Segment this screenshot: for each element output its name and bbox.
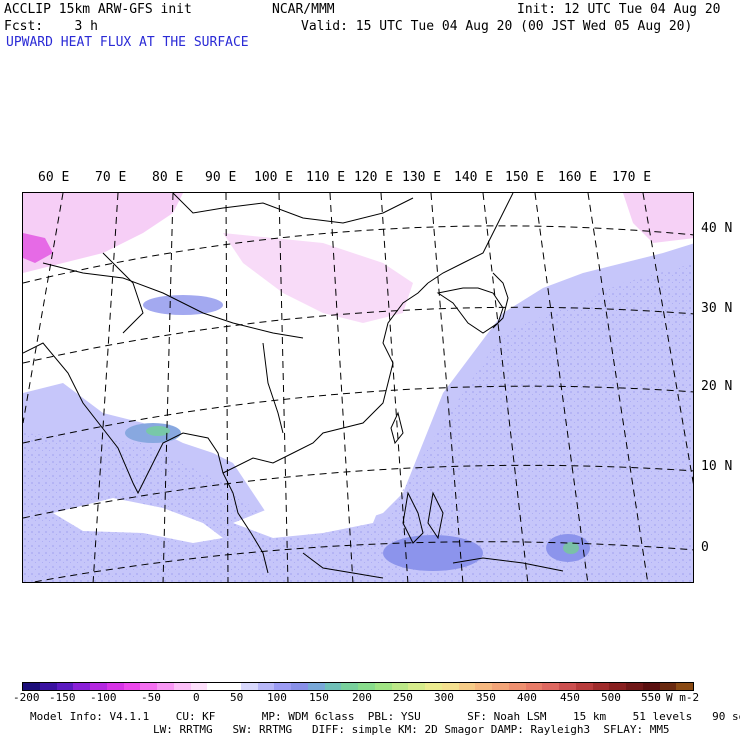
colorbar-swatch <box>391 683 409 690</box>
colorbar-swatch <box>123 683 141 690</box>
colorbar-tick: 500 <box>601 691 621 704</box>
colorbar-swatch <box>626 683 643 690</box>
lon-label: 160 E <box>558 170 598 185</box>
coastlines <box>23 193 564 579</box>
colorbar-swatch <box>508 683 526 690</box>
land-negative-flux-region <box>223 233 413 323</box>
colorbar-unit: W m-2 <box>666 691 700 704</box>
colorbar-tick: 400 <box>517 691 537 704</box>
colorbar-swatch <box>542 683 559 690</box>
colorbar-tick: 300 <box>434 691 454 704</box>
header-forecast-hour: Fcst: 3 h <box>4 19 98 34</box>
colorbar-swatch <box>374 683 392 690</box>
colorbar-swatch <box>425 683 442 690</box>
colorbar <box>22 682 694 691</box>
colorbar-swatch <box>224 683 241 690</box>
lon-label: 150 E <box>505 170 545 185</box>
colorbar-swatch <box>575 683 593 690</box>
colorbar-swatch <box>207 683 224 690</box>
colorbar-swatch <box>458 683 476 690</box>
colorbar-swatch <box>106 683 124 690</box>
colorbar-swatch <box>257 683 275 690</box>
colorbar-swatch <box>642 683 660 690</box>
colorbar-swatch <box>441 683 459 690</box>
land-negative-flux-region <box>623 193 693 243</box>
colorbar-swatch <box>324 683 342 690</box>
colorbar-tick: 250 <box>393 691 413 704</box>
lon-label: 110 E <box>306 170 346 185</box>
colorbar-swatch <box>559 683 576 690</box>
colorbar-tick: 450 <box>560 691 580 704</box>
colorbar-swatch <box>39 683 57 690</box>
heat-flux-map <box>22 192 694 583</box>
colorbar-swatch <box>358 683 375 690</box>
colorbar-swatch <box>592 683 610 690</box>
colorbar-swatch <box>274 683 291 690</box>
colorbar-tick: 150 <box>309 691 329 704</box>
header-line1-left: ACCLIP 15km ARW-GFS init <box>4 2 192 17</box>
neutral-flux-patch <box>53 498 223 543</box>
colorbar-swatch <box>307 683 325 690</box>
field-title: UPWARD HEAT FLUX AT THE SURFACE <box>6 35 249 50</box>
colorbar-tick: 350 <box>476 691 496 704</box>
high-flux-spot <box>143 295 223 315</box>
lat-label: 40 N <box>701 221 733 236</box>
colorbar-swatch <box>408 683 425 690</box>
colorbar-swatch <box>23 683 40 690</box>
colorbar-swatch <box>157 683 174 690</box>
lon-label: 140 E <box>454 170 494 185</box>
lon-label: 90 E <box>205 170 237 185</box>
colorbar-swatch <box>291 683 308 690</box>
colorbar-swatch <box>525 683 543 690</box>
colorbar-swatch <box>475 683 492 690</box>
header-init-time: Init: 12 UTC Tue 04 Aug 20 <box>517 2 721 17</box>
lon-label: 100 E <box>254 170 294 185</box>
lat-label: 0 <box>701 540 709 555</box>
colorbar-tick: 550 <box>641 691 661 704</box>
colorbar-swatch <box>90 683 107 690</box>
colorbar-swatch <box>140 683 157 690</box>
colorbar-swatch <box>492 683 509 690</box>
lon-label: 60 E <box>38 170 70 185</box>
header-valid-time: Valid: 15 UTC Tue 04 Aug 20 (00 JST Wed … <box>301 19 693 34</box>
lat-label: 20 N <box>701 379 733 394</box>
neutral-flux-patch <box>233 493 383 538</box>
colorbar-swatch <box>341 683 358 690</box>
colorbar-tick: 0 <box>193 691 200 704</box>
latitude-lines <box>23 225 693 582</box>
colorbar-swatch <box>676 683 693 690</box>
lon-label: 80 E <box>152 170 184 185</box>
colorbar-swatch <box>56 683 74 690</box>
lon-label: 130 E <box>402 170 442 185</box>
ocean-flux-texture <box>23 263 693 582</box>
model-info-line2: LW: RRTMG SW: RRTMG DIFF: simple KM: 2D … <box>153 723 670 736</box>
map-canvas <box>23 193 693 582</box>
colorbar-tick: 200 <box>352 691 372 704</box>
colorbar-swatch <box>173 683 191 690</box>
colorbar-swatch <box>73 683 90 690</box>
colorbar-tick: 50 <box>230 691 244 704</box>
land-strong-negative-flux <box>23 233 53 263</box>
colorbar-swatch <box>240 683 258 690</box>
colorbar-swatch <box>190 683 208 690</box>
colorbar-tick: -150 <box>49 691 76 704</box>
colorbar-tick: 100 <box>267 691 287 704</box>
header-line1-center: NCAR/MMM <box>272 2 335 17</box>
lon-label: 120 E <box>354 170 394 185</box>
land-negative-flux-region <box>23 193 183 273</box>
high-flux-spot <box>146 426 170 436</box>
lon-label: 70 E <box>95 170 127 185</box>
model-info-line1: Model Info: V4.1.1 CU: KF MP: WDM 6class… <box>30 710 740 723</box>
lat-label: 30 N <box>701 301 733 316</box>
lon-label: 170 E <box>612 170 652 185</box>
high-flux-spot <box>383 535 483 571</box>
colorbar-tick: -100 <box>90 691 117 704</box>
colorbar-tick: -50 <box>141 691 161 704</box>
colorbar-tick: -200 <box>13 691 40 704</box>
colorbar-swatch <box>659 683 677 690</box>
lat-label: 10 N <box>701 459 733 474</box>
colorbar-swatch <box>609 683 626 690</box>
high-flux-spot <box>563 542 579 554</box>
